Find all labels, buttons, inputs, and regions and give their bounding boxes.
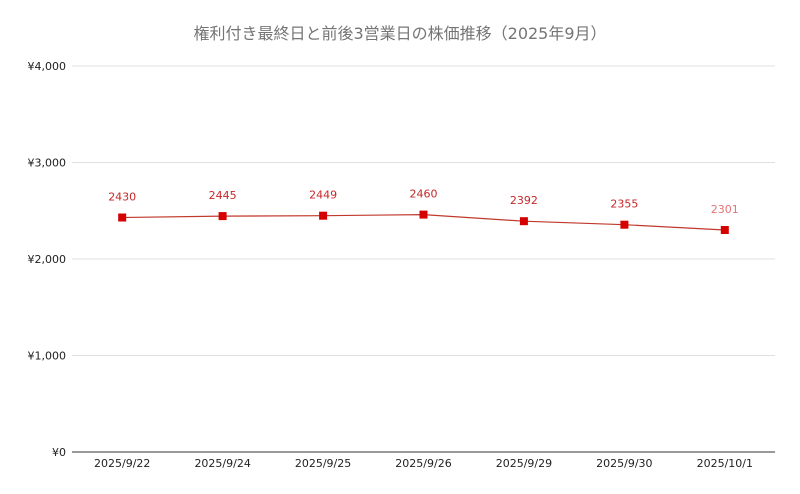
chart-title: 権利付き最終日と前後3営業日の株価推移（2025年9月） — [193, 24, 606, 43]
gridlines — [72, 65, 775, 453]
data-point — [419, 210, 428, 219]
data-label: 2355 — [610, 198, 638, 211]
x-tick-label: 2025/9/25 — [295, 457, 351, 470]
data-point — [620, 220, 629, 229]
x-tick-label: 2025/9/29 — [496, 457, 552, 470]
x-tick-label: 2025/9/30 — [596, 457, 652, 470]
data-point — [720, 226, 729, 234]
data-label: 2392 — [510, 194, 538, 207]
y-tick-label: ¥3,000 — [28, 157, 67, 170]
data-labels: 2430 2445 2449 2460 2392 2355 2301 — [108, 188, 739, 216]
data-label: 2449 — [309, 189, 337, 202]
data-point — [519, 217, 528, 226]
data-label: 2460 — [410, 188, 438, 201]
data-label: 2301 — [711, 203, 739, 216]
x-tick-label: 2025/10/1 — [697, 457, 753, 470]
x-tick-label: 2025/9/26 — [395, 457, 451, 470]
data-label: 2430 — [108, 191, 136, 204]
y-tick-label: ¥4,000 — [28, 60, 67, 73]
x-tick-label: 2025/9/24 — [194, 457, 250, 470]
data-point — [118, 213, 127, 222]
x-tick-label: 2025/9/22 — [94, 457, 150, 470]
data-label: 2445 — [209, 189, 237, 202]
y-tick-label: ¥2,000 — [28, 253, 67, 266]
data-point — [218, 212, 227, 221]
series — [118, 210, 729, 234]
data-point — [319, 211, 328, 220]
y-tick-label: ¥0 — [52, 446, 66, 459]
y-tick-label: ¥1,000 — [28, 350, 67, 363]
x-axis-ticks: 2025/9/22 2025/9/24 2025/9/25 2025/9/26 2025… — [94, 457, 753, 470]
y-axis-ticks: ¥0 ¥1,000 ¥2,000 ¥3,000 ¥4,000 — [28, 60, 67, 459]
